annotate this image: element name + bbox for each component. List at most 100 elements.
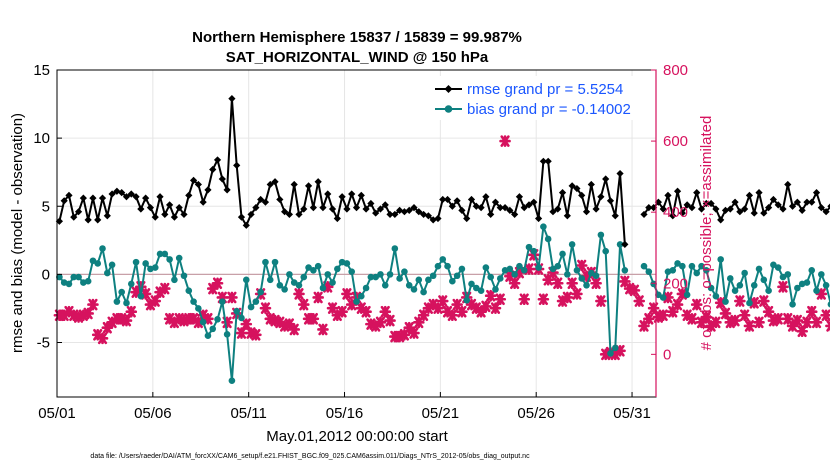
rmse-marker — [827, 203, 830, 209]
rmse-marker — [501, 204, 509, 212]
rmse-marker — [511, 210, 519, 219]
rmse-marker — [803, 198, 811, 206]
obs-marker — [623, 282, 636, 295]
rmse-marker — [491, 198, 500, 206]
bias-marker — [750, 281, 758, 289]
rmse-marker — [554, 205, 562, 213]
bias-marker — [822, 281, 830, 289]
obs-marker — [417, 309, 430, 322]
bias-marker — [674, 260, 681, 267]
bias-marker — [808, 266, 816, 274]
bias-marker — [731, 287, 739, 295]
bias-marker — [607, 350, 614, 357]
rmse-marker — [146, 204, 155, 212]
bias-marker — [726, 275, 734, 282]
bias-marker — [429, 272, 437, 280]
rmse-marker — [300, 205, 308, 213]
obs-marker — [398, 328, 411, 341]
rmse-marker — [463, 214, 471, 223]
bias-marker — [271, 258, 279, 266]
obs-marker — [365, 318, 377, 330]
rmse-marker — [161, 210, 169, 219]
obs-marker — [278, 320, 291, 332]
y-axis-ticks: -5 0 5 10 15 — [33, 62, 62, 352]
obs-marker — [499, 135, 511, 147]
obs-marker — [331, 309, 344, 322]
obs-marker — [738, 309, 751, 322]
rmse-marker — [132, 193, 140, 201]
chart-title: Northern Hemisphere 15837 / 15839 = 99.9… — [192, 29, 522, 46]
rmse-marker — [693, 189, 701, 197]
rmse-marker — [74, 208, 83, 216]
bias-marker — [223, 331, 231, 338]
bias-marker — [118, 288, 125, 296]
rmse-marker — [487, 210, 495, 219]
bias-marker — [75, 273, 82, 281]
obs-marker — [312, 291, 324, 304]
rmse-marker — [515, 193, 524, 201]
bias-marker — [578, 275, 586, 282]
bias-marker — [228, 377, 236, 384]
obs-marker — [163, 313, 176, 325]
obs-marker — [173, 313, 185, 325]
bias-marker — [736, 281, 744, 289]
bias-marker — [386, 271, 394, 278]
rmse-marker — [319, 204, 327, 212]
obs-marker — [662, 291, 674, 304]
bias-marker — [305, 264, 312, 271]
obs-marker — [528, 249, 540, 261]
obs-marker — [120, 314, 133, 327]
bias-marker — [381, 281, 389, 289]
rmse-marker — [477, 204, 485, 212]
obs-marker — [767, 314, 780, 327]
bias-marker — [611, 344, 619, 352]
rmse-marker — [621, 240, 629, 248]
obs-marker — [106, 316, 118, 329]
bias-marker — [142, 260, 149, 267]
bias-marker — [535, 264, 542, 271]
bias-marker — [650, 280, 657, 288]
bias-marker — [616, 241, 624, 248]
rmse-marker — [266, 180, 274, 189]
obs-marker — [412, 316, 425, 329]
rmse-marker — [822, 208, 830, 216]
rmse-marker — [94, 216, 102, 224]
bias-marker — [544, 235, 552, 243]
bias-marker — [123, 299, 130, 307]
bias-marker — [401, 268, 408, 275]
bias-marker — [108, 261, 116, 269]
bias-marker — [319, 284, 327, 292]
y-tick-label: 5 — [42, 198, 50, 215]
obs-marker — [168, 316, 181, 329]
rmse-marker — [367, 199, 375, 208]
obs-marker — [820, 309, 830, 322]
obs-marker — [537, 293, 550, 306]
bias-marker — [252, 298, 260, 305]
bias-marker — [818, 271, 825, 278]
rmse-marker — [218, 175, 226, 183]
rmse-marker — [424, 212, 432, 220]
legend-rmse-marker — [444, 85, 453, 93]
obs-marker — [192, 316, 205, 329]
obs-marker — [63, 305, 75, 318]
obs-marker — [777, 281, 789, 293]
rmse-marker — [276, 195, 284, 204]
bias-marker — [300, 273, 308, 281]
rmse-marker — [482, 193, 490, 201]
rmse-marker — [304, 182, 313, 190]
rmse-marker — [328, 205, 337, 213]
rmse-marker — [788, 202, 797, 210]
obs-marker — [758, 295, 770, 307]
rmse-marker — [611, 212, 619, 220]
obs-marker — [250, 328, 262, 341]
obs-marker — [805, 305, 818, 318]
rmse-marker — [189, 176, 198, 184]
obs-marker — [566, 277, 578, 290]
bias-marker — [588, 269, 595, 277]
rmse-marker — [592, 205, 600, 213]
bias-marker — [214, 316, 221, 323]
rmse-marker — [597, 193, 605, 201]
x-tick-label: 05/21 — [422, 405, 460, 422]
bias-marker — [175, 254, 183, 262]
obs-marker — [556, 295, 569, 307]
